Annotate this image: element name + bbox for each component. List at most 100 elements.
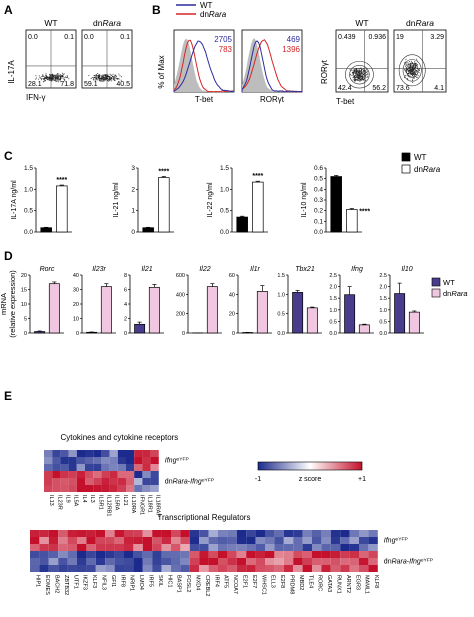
panel-a-plot-0-event-dot xyxy=(58,73,60,75)
panel-b-contour-plot-1-event-dot xyxy=(416,71,418,73)
panel-e-heatmap-0-cell xyxy=(68,471,77,478)
panel-b-contour-plot-0-event-dot xyxy=(353,69,355,71)
panel-b-contour-plot-1-event-dot xyxy=(410,67,412,69)
panel-e-heatmap-1-cell xyxy=(171,565,181,572)
panel-e-heatmap-1-cell xyxy=(236,530,247,537)
panel-e-heatmap-1-column-label: MBD2 xyxy=(298,575,304,590)
panel-b-contour-plot-0-event-dot xyxy=(349,73,351,75)
panel-a-plot-1-event-dot xyxy=(105,74,106,76)
panel-a-plot-0-event-dot xyxy=(35,75,37,77)
panel-a-plot-1-event-dot xyxy=(102,79,104,81)
panel-a-plot-0-event-dot xyxy=(45,76,47,78)
panel-e-heatmap-0-cell xyxy=(85,478,94,485)
panel-e-heatmap-0-cell xyxy=(52,478,61,485)
panel-d-plot-6-tick-label: 1.0 xyxy=(329,308,337,314)
panel-d-plot-1-tick-label: 30 xyxy=(73,288,79,294)
panel-e-heatmap-1-cell xyxy=(302,565,312,572)
panel-e-heatmap-1-cell xyxy=(105,530,115,537)
panel-c-plot-0-ylabel: IL-17A ng/ml xyxy=(11,180,18,220)
panel-e-heatmap-1-cell xyxy=(236,551,247,558)
panel-e-heatmap-1-column-label: CREBL2 xyxy=(204,575,210,596)
panel-a-plot-1-quadrant-ul: 0.0 xyxy=(84,34,94,41)
panel-a-plot-0-event-dot xyxy=(43,75,45,77)
panel-b-contour-plot-1-frame xyxy=(393,29,447,93)
panel-b-contour-plot-1-event-dot xyxy=(407,72,409,74)
panel-e-heatmap-1-column-label: NCOA7 xyxy=(232,575,238,594)
panel-b-contour-plot-1-event-dot xyxy=(413,72,415,73)
panel-b-contour-plot-1-event-dot xyxy=(412,75,414,77)
panel-a-plot-1-event-dot xyxy=(93,75,95,77)
panel-e-heatmap-1-cell xyxy=(142,558,153,565)
panel-e-heatmap-1-cell xyxy=(114,537,124,544)
panel-d-plot-4-gene: Il1r xyxy=(250,266,260,273)
panel-e-heatmap-0-cell xyxy=(76,450,85,457)
panel-e-heatmap-0-cell xyxy=(126,471,135,478)
panel-e-heatmap-0-cell xyxy=(52,485,61,492)
panel-e-heatmap-1-cell xyxy=(321,551,331,558)
panel-b-contour-plot-1-event-dot xyxy=(404,66,406,68)
panel-a-plot-0-event-dot xyxy=(61,72,63,74)
panel-e-heatmap-0-cell xyxy=(60,478,69,485)
panel-a-plot-0-quadrant-lr: 71.8 xyxy=(60,81,74,88)
panel-a-plot-1-event-dot xyxy=(97,73,99,75)
panel-e-heatmap-1-cell xyxy=(218,565,228,572)
panel-c-plot-2-tick-label: 0.0 xyxy=(220,229,229,236)
panel-b-contour-plot-0-event-dot xyxy=(353,80,355,82)
panel-c-legend-label-dnrara: dnRara xyxy=(414,165,441,174)
panel-b-histogram-0-dnrara-value: 783 xyxy=(219,45,233,54)
panel-a-plot-0-event-dot xyxy=(44,76,46,78)
panel-e-heatmap-1-column-label: PRDM8 xyxy=(289,575,295,594)
panel-d-plot-6-tick-label: 2.0 xyxy=(329,285,337,291)
panel-b-contour-plot-0-contour-ring xyxy=(355,70,364,79)
panel-b-contour-plot-1-quadrant-lr: 4.1 xyxy=(434,85,444,92)
panel-e-heatmap-0-column-label: IL13 xyxy=(48,495,54,506)
panel-d-plot-6-gene: Ifng xyxy=(351,266,363,273)
panel-b-histogram-0-dnrara-curve xyxy=(173,39,235,93)
panel-e-heatmap-1-cell xyxy=(152,565,162,572)
panel-e-heatmap-0-cell xyxy=(101,478,110,485)
panel-e-heatmap-1-cell xyxy=(189,537,200,544)
panel-a-plot-0-event-dot xyxy=(50,79,52,81)
panel-b-contour-plot-0-event-dot xyxy=(355,70,357,72)
panel-b-contour-plot-1-event-dot xyxy=(414,65,416,67)
panel-a-plot-0-event-dot xyxy=(59,74,61,76)
panel-e-heatmap-1-cell xyxy=(86,530,96,537)
panel-e-heatmap-1-cell xyxy=(302,537,312,544)
panel-b-contour-plot-1-event-dot xyxy=(412,78,414,80)
panel-b-contour-plot-0-title: WT xyxy=(355,18,368,28)
panel-e-heatmap-1-column-label: BASP1 xyxy=(176,575,182,593)
panel-d-plot-4-tick-label: 20 xyxy=(229,312,235,318)
panel-b-contour-plot-0-event-dot xyxy=(364,78,366,80)
panel-a-plot-1-event-dot xyxy=(112,73,114,75)
panel-e-heatmap-1-cell xyxy=(236,558,247,565)
panel-a-plot-1-event-dot xyxy=(95,77,97,79)
panel-e-heatmap-1-cell xyxy=(349,544,359,551)
panel-d-plot-1-tick-label: 0 xyxy=(76,331,79,337)
panel-d-plot-7-tick-label: 0.0 xyxy=(379,331,387,337)
panel-e-heatmap-1-column-label: IRF5 xyxy=(148,575,154,587)
panel-e-heatmap-0-cell xyxy=(150,464,159,471)
panel-b-contour-plot-0-event-dot xyxy=(356,70,358,72)
panel-e-heatmap-1-cell xyxy=(86,544,96,551)
panel-e-heatmap-1-cell xyxy=(105,544,115,551)
panel-e-heatmap-0-column-label: IL5A xyxy=(73,495,79,507)
panel-e-heatmap-0-cell xyxy=(150,450,159,457)
panel-c-plot-2-bar-dnrara xyxy=(252,181,264,233)
panel-d-plot-3-tick-label: 0 xyxy=(182,331,185,337)
panel-e-heatmap-1-column-label: FOSL2 xyxy=(185,575,191,592)
panel-e-heatmap-0-cell xyxy=(117,471,126,478)
panel-a-plot-1-event-dot xyxy=(109,79,111,80)
panel-a-plot-0-event-dot xyxy=(54,77,56,79)
panel-b-contour-plot-0-event-dot xyxy=(360,74,362,76)
panel-d-plot-7-tick-label: 2.0 xyxy=(379,285,387,291)
panel-a-plot-0-event-dot xyxy=(41,76,43,78)
panel-e-heatmap-1-cell xyxy=(246,551,256,558)
panel-e-heatmap-0-row-label-1: dnRara-IfngeYFP xyxy=(165,477,214,486)
panel-c-plot-1-tick-label: 0 xyxy=(131,229,135,236)
panel-a-plot-0-event-dot xyxy=(49,79,51,81)
panel-a-plot-0-event-dot xyxy=(56,80,58,82)
panel-a-plot-0-event-dot xyxy=(67,76,69,78)
panel-a-plot-0-event-dot xyxy=(51,77,53,79)
panel-e-heatmap-1-column-label: RUNX1 xyxy=(336,575,342,594)
panel-b-contour-plot-1-event-dot xyxy=(405,75,406,77)
